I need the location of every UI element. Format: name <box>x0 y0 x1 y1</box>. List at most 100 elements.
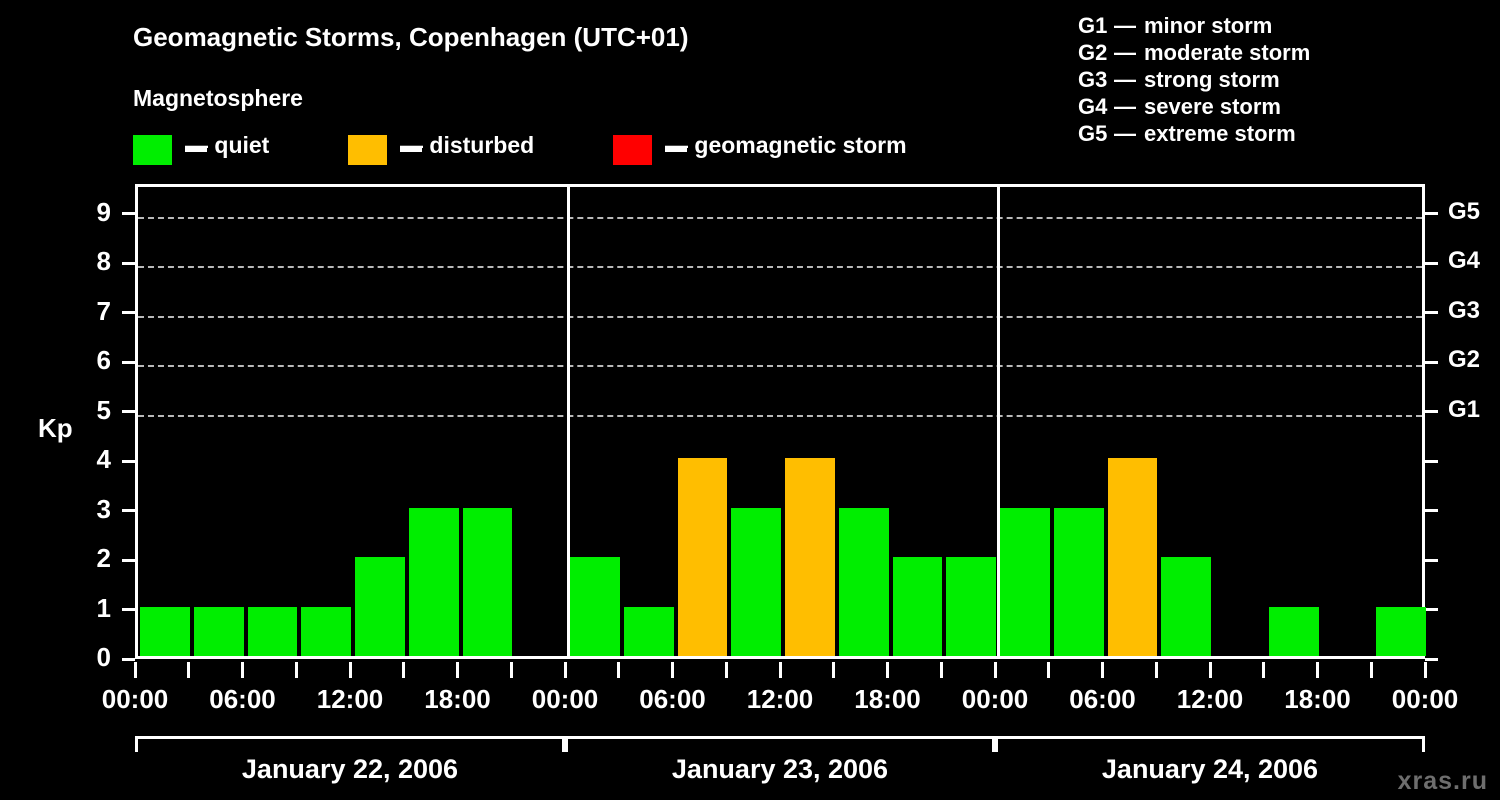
g-tick <box>1425 410 1438 414</box>
g-code: G5 <box>1078 121 1108 146</box>
kp-bar <box>1268 606 1319 656</box>
x-tick <box>402 662 406 678</box>
kp-bar <box>1000 507 1050 656</box>
g-dash: — <box>1114 121 1136 146</box>
day-label: January 22, 2006 <box>241 754 459 784</box>
x-tick <box>939 662 943 678</box>
kp-bar <box>892 557 943 656</box>
gridline <box>138 216 1422 219</box>
y-axis-title: Kp <box>38 413 73 443</box>
kp-bar <box>1053 507 1104 656</box>
kp-bar <box>946 557 996 656</box>
y-tick-label: 5 <box>96 394 111 425</box>
g-description: extreme storm <box>1144 121 1296 146</box>
x-tick <box>348 662 352 678</box>
day-label: January 24, 2006 <box>1101 754 1319 784</box>
day-separator <box>996 187 1000 656</box>
y-tick <box>122 212 135 216</box>
legend-dash-icon <box>400 148 422 152</box>
g-code: G4 <box>1078 94 1108 119</box>
kp-bar <box>785 458 835 656</box>
day-label: January 23, 2006 <box>671 754 889 784</box>
x-tick <box>241 662 244 678</box>
g-legend-row: G1— minor storm <box>1078 12 1498 39</box>
plot-area <box>135 184 1426 659</box>
x-tick-label: 18:00 <box>1284 684 1351 714</box>
kp-bar <box>1107 458 1158 656</box>
page-title: Geomagnetic Storms, Copenhagen (UTC+01) <box>133 22 689 52</box>
kp-bar <box>355 557 405 656</box>
x-tick <box>509 662 513 678</box>
y-tick-label: 2 <box>96 543 111 574</box>
g-tick-label: G5 <box>1448 197 1481 225</box>
y-tick <box>122 360 135 364</box>
g-legend-row: G3— strong storm <box>1078 66 1498 93</box>
x-tick-label: 00:00 <box>531 684 599 714</box>
y-tick <box>122 410 135 414</box>
gridline <box>138 414 1422 417</box>
y-tick <box>122 509 135 513</box>
kp-bar <box>247 606 298 656</box>
x-tick-label: 00:00 <box>1391 684 1459 714</box>
gridline <box>138 315 1422 318</box>
g-tick <box>1425 360 1438 364</box>
x-tick <box>1208 662 1212 678</box>
quiet-swatch <box>133 135 172 165</box>
disturbed-swatch <box>348 135 387 165</box>
kp-bar <box>193 606 244 656</box>
x-tick <box>832 662 836 678</box>
x-tick-label: 12:00 <box>746 684 814 714</box>
y-tick-label: 4 <box>96 444 111 475</box>
kp-bar <box>408 507 459 656</box>
kp-bar <box>623 606 674 656</box>
x-tick <box>456 662 459 678</box>
g-description: severe storm <box>1144 94 1281 119</box>
kp-bar <box>1376 606 1426 656</box>
x-tick-label: 06:00 <box>209 684 276 714</box>
x-tick-label: 12:00 <box>316 684 384 714</box>
kp-bar <box>570 557 620 656</box>
x-tick <box>617 662 621 678</box>
g-tick <box>1425 311 1438 315</box>
x-tick <box>886 662 889 678</box>
x-tick-label: 06:00 <box>1069 684 1136 714</box>
kp-bar <box>1161 557 1211 656</box>
y-tick-label: 8 <box>96 246 111 277</box>
x-tick <box>993 662 997 678</box>
day-separator <box>566 187 570 656</box>
x-tick <box>671 662 674 678</box>
kp-bar <box>677 458 728 656</box>
x-tick <box>724 662 728 678</box>
legend-label: — quiet <box>185 132 270 158</box>
kp-bar <box>140 606 190 656</box>
x-tick-label: 18:00 <box>424 684 491 714</box>
y-tick-label: 1 <box>96 592 111 623</box>
y-tick-label: 9 <box>96 196 111 227</box>
g-tick-label: G4 <box>1448 247 1481 275</box>
g-scale-legend: G1— minor storm G2— moderate storm G3— strong… <box>1078 12 1498 147</box>
g-dash: — <box>1114 40 1136 65</box>
y-tick <box>122 657 135 661</box>
g-legend-row: G4— severe storm <box>1078 93 1498 120</box>
g-description: minor storm <box>1144 13 1273 38</box>
y-tick <box>122 311 135 315</box>
x-tick <box>1369 662 1373 678</box>
gridline <box>138 365 1422 368</box>
y-tick <box>122 558 135 562</box>
x-tick <box>133 662 137 678</box>
x-tick <box>187 662 191 678</box>
day-bracket <box>135 736 565 752</box>
y-tick-label: 6 <box>96 345 111 376</box>
kp-bar <box>731 507 781 656</box>
g-tick-label: G3 <box>1448 296 1481 324</box>
g-tick <box>1425 261 1438 265</box>
legend-label: — disturbed <box>400 132 535 158</box>
x-tick-label: 18:00 <box>854 684 921 714</box>
legend-dash-icon <box>185 148 207 152</box>
x-tick-label: 06:00 <box>639 684 706 714</box>
g-dash: — <box>1114 94 1136 119</box>
legend-dash-icon <box>665 148 687 152</box>
x-tick <box>1423 662 1427 678</box>
g-dash: — <box>1114 67 1136 92</box>
day-bracket <box>995 736 1425 752</box>
